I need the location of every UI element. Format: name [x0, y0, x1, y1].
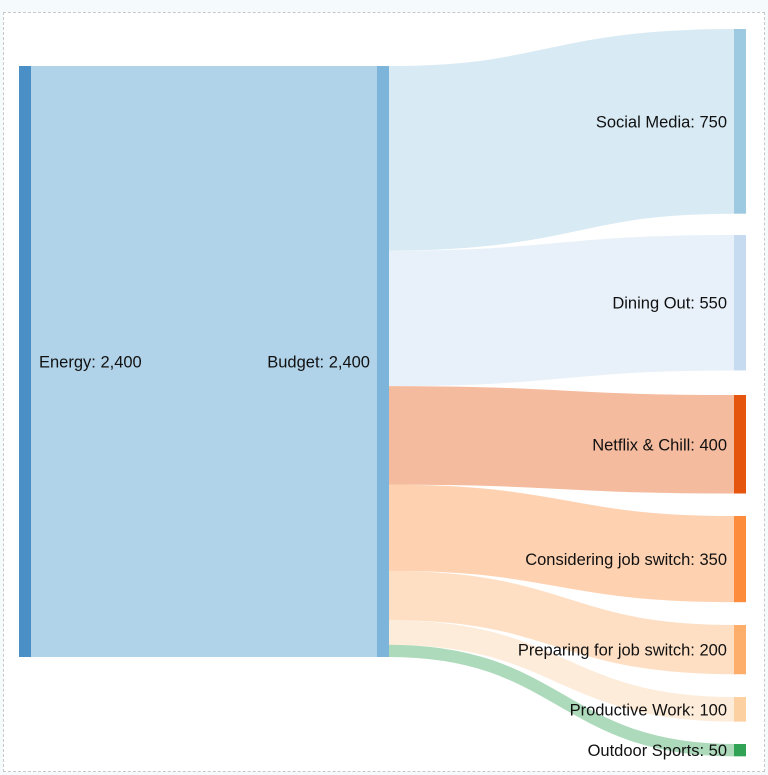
node-considering[interactable]	[734, 516, 746, 603]
link-budget-social[interactable]	[388, 29, 735, 251]
link-budget-netflix[interactable]	[388, 386, 735, 494]
node-productive[interactable]	[734, 697, 746, 722]
node-label-budget: Budget: 2,400	[267, 354, 370, 372]
link-budget-outdoor[interactable]	[388, 644, 735, 757]
node-label-netflix: Netflix & Chill: 400	[592, 436, 727, 454]
node-energy[interactable]	[19, 66, 31, 657]
node-label-productive: Productive Work: 100	[570, 701, 727, 719]
node-dining[interactable]	[734, 235, 746, 371]
node-budget[interactable]	[377, 66, 389, 657]
labels-group: Energy: 2,400 Budget: 2,400 Social Media: …	[39, 113, 727, 760]
node-label-energy: Energy: 2,400	[39, 354, 142, 372]
nodes-group	[19, 29, 746, 757]
link-budget-considering[interactable]	[388, 484, 735, 603]
link-budget-dining[interactable]	[388, 235, 735, 387]
links-group	[31, 29, 735, 757]
node-label-outdoor: Outdoor Sports: 50	[588, 742, 727, 760]
node-label-considering: Considering job switch: 350	[525, 551, 727, 569]
node-label-social: Social Media: 750	[596, 113, 727, 131]
node-outdoor[interactable]	[734, 744, 746, 757]
node-netflix[interactable]	[734, 395, 746, 494]
link-budget-productive[interactable]	[388, 620, 735, 722]
node-label-dining: Dining Out: 550	[612, 295, 727, 313]
node-social[interactable]	[734, 29, 746, 214]
link-budget-preparing[interactable]	[388, 570, 735, 675]
node-label-preparing: Preparing for job switch: 200	[518, 642, 727, 660]
node-preparing[interactable]	[734, 625, 746, 675]
